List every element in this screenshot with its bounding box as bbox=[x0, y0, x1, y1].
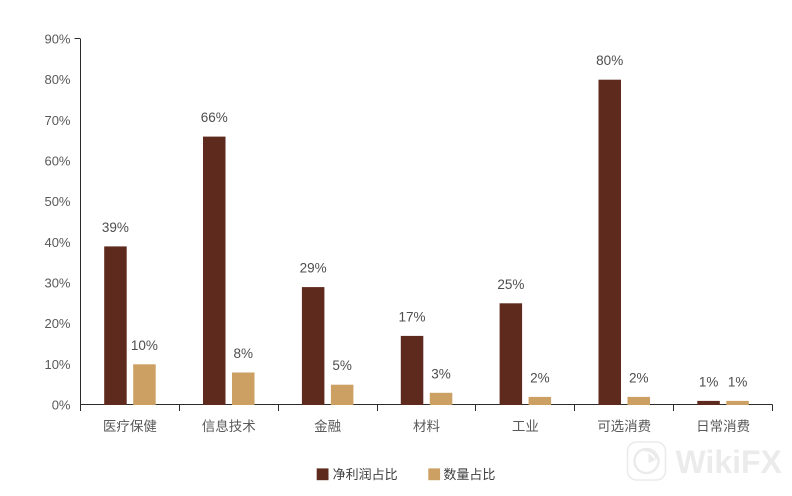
svg-text:8%: 8% bbox=[234, 346, 254, 361]
svg-text:金融: 金融 bbox=[314, 419, 341, 434]
svg-text:信息技术: 信息技术 bbox=[202, 418, 256, 434]
svg-text:29%: 29% bbox=[300, 261, 327, 276]
svg-text:17%: 17% bbox=[398, 309, 425, 324]
svg-text:30%: 30% bbox=[44, 276, 70, 291]
svg-text:1%: 1% bbox=[699, 374, 719, 389]
svg-text:5%: 5% bbox=[332, 358, 352, 373]
svg-text:39%: 39% bbox=[102, 220, 129, 235]
svg-text:净利润占比: 净利润占比 bbox=[333, 467, 398, 482]
svg-text:80%: 80% bbox=[44, 72, 70, 87]
svg-text:2%: 2% bbox=[530, 370, 550, 385]
svg-text:可选消费: 可选消费 bbox=[597, 419, 651, 434]
svg-text:80%: 80% bbox=[596, 53, 623, 68]
svg-text:60%: 60% bbox=[44, 154, 70, 169]
svg-text:40%: 40% bbox=[44, 235, 70, 250]
svg-text:数量占比: 数量占比 bbox=[443, 467, 495, 482]
svg-text:50%: 50% bbox=[44, 194, 70, 209]
svg-text:20%: 20% bbox=[44, 316, 70, 331]
svg-text:2%: 2% bbox=[629, 370, 649, 385]
svg-text:90%: 90% bbox=[44, 32, 70, 47]
svg-text:医疗保健: 医疗保健 bbox=[103, 419, 157, 434]
svg-text:10%: 10% bbox=[44, 357, 70, 372]
svg-text:3%: 3% bbox=[431, 366, 451, 381]
svg-text:70%: 70% bbox=[44, 113, 70, 128]
svg-text:材料: 材料 bbox=[413, 419, 440, 434]
svg-text:1%: 1% bbox=[728, 374, 748, 389]
svg-text:工业: 工业 bbox=[512, 419, 539, 434]
svg-text:25%: 25% bbox=[497, 277, 524, 292]
svg-text:0%: 0% bbox=[52, 398, 71, 413]
svg-text:10%: 10% bbox=[131, 338, 158, 353]
svg-text:WikiFX: WikiFX bbox=[676, 444, 783, 480]
svg-text:66%: 66% bbox=[201, 110, 228, 125]
svg-text:日常消费: 日常消费 bbox=[696, 419, 750, 434]
